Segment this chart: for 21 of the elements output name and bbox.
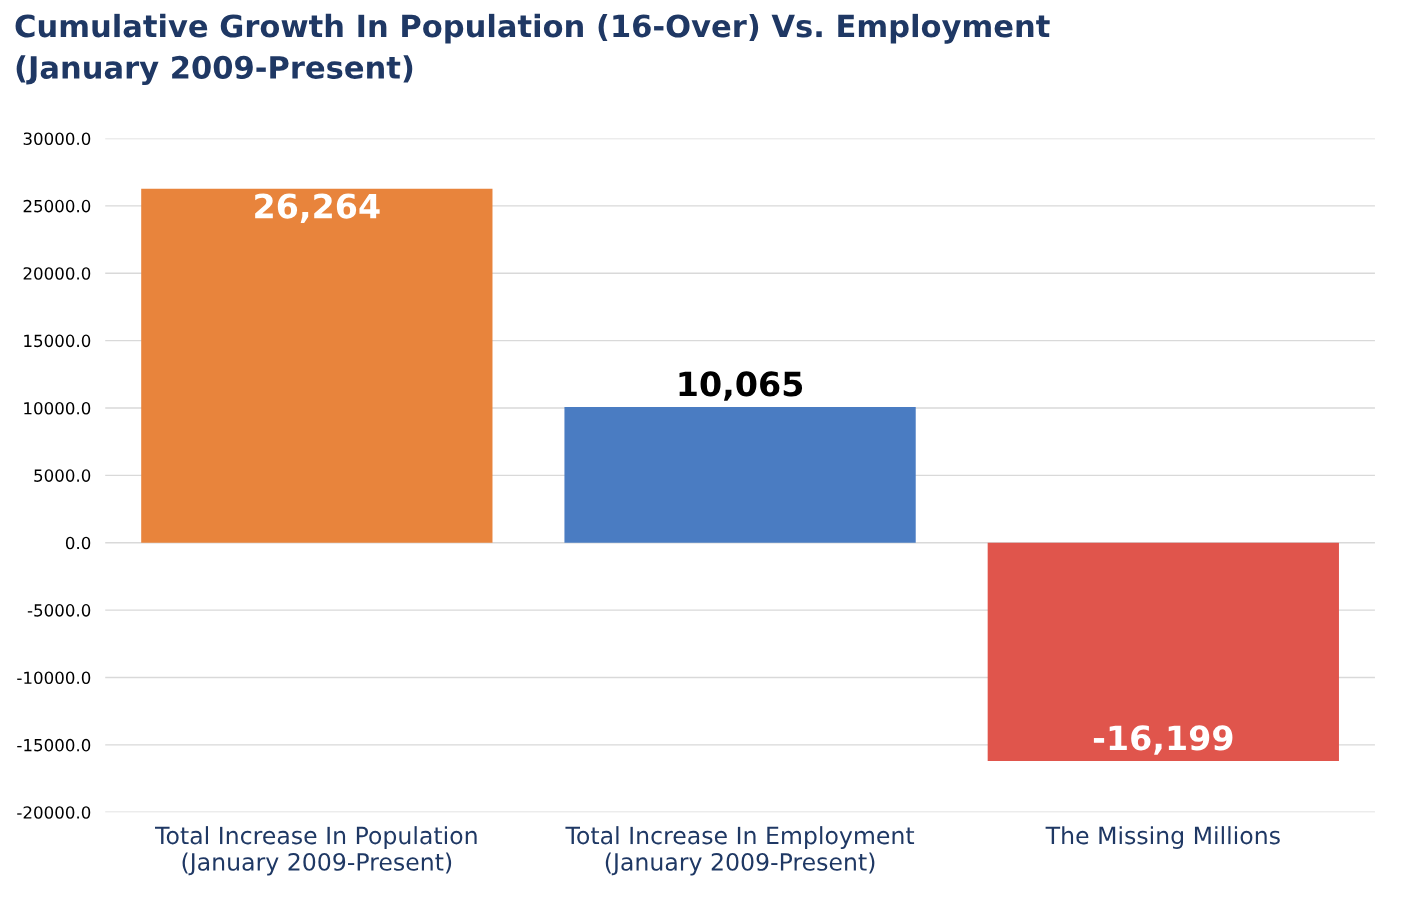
y-tick-label: 20000.0 (23, 267, 91, 280)
x-tick-label: Total Increase In Population (January 2009-Present) (155, 826, 477, 876)
data-label: 26,264 (255, 193, 380, 223)
data-label: 10,065 (679, 371, 803, 401)
bar (564, 407, 916, 543)
x-tick-label: The Missing Millions (1045, 826, 1280, 849)
y-tick-label: 5000.0 (34, 469, 91, 482)
y-tick-label: 0.0 (65, 536, 91, 550)
chart-title: Cumulative Growth In Population (16-Over) Vs. Employment (January 2009-Present) (15, 13, 1050, 86)
y-tick-label: 25000.0 (23, 199, 91, 213)
bar (141, 188, 493, 543)
y-tick-label: 30000.0 (23, 132, 91, 146)
y-tick-label: -5000.0 (27, 604, 91, 617)
y-tick-label: 15000.0 (24, 334, 91, 348)
y-tick-label: 10000.0 (24, 401, 91, 415)
y-tick-label: -10000.0 (17, 671, 91, 685)
bar (987, 542, 1339, 762)
x-tick-label: Total Increase In Employment (January 2009-Present) (565, 826, 915, 876)
y-tick-label: -20000.0 (17, 806, 91, 819)
data-label: -16,199 (1093, 725, 1233, 755)
y-tick-label: -15000.0 (17, 738, 91, 752)
